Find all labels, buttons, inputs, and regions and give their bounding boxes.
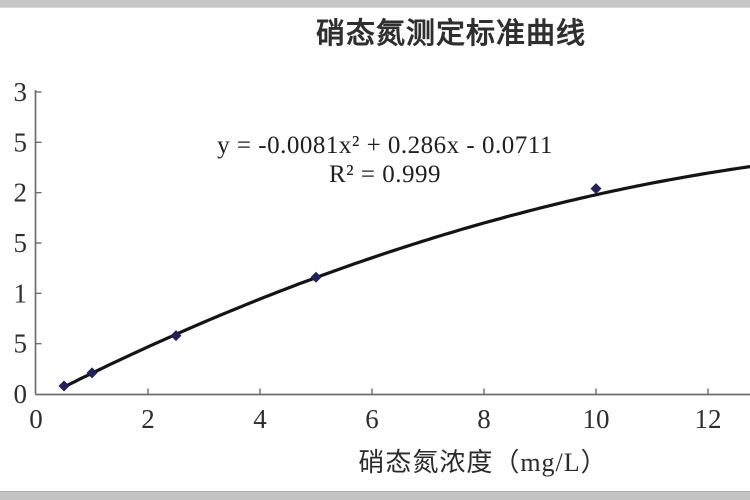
x-tick-labels: 0 2 4 6 8 10 12 (29, 404, 721, 434)
data-point-diamond (590, 183, 602, 195)
y-tick-label: 3 (14, 77, 28, 107)
data-point-diamond (86, 367, 98, 379)
chart-title: 硝态氮测定标准曲线 (316, 16, 586, 50)
x-tick-label: 4 (253, 404, 267, 434)
x-tick-label: 10 (583, 404, 610, 434)
data-point-diamond (58, 380, 70, 392)
trendline-curve (62, 164, 750, 389)
bottom-crop-bar (0, 491, 750, 500)
y-tick-labels: 0 5 1 5 2 5 3 (14, 77, 28, 409)
trendline (62, 164, 750, 389)
data-points (58, 183, 602, 392)
y-tick-label: 5 (14, 127, 28, 157)
y-tick-label: 1 (14, 278, 28, 308)
x-tick-label: 12 (695, 404, 722, 434)
x-tick-label: 0 (29, 404, 43, 434)
data-point-diamond (310, 271, 322, 283)
y-tick-label: 5 (14, 329, 28, 359)
x-tick-label: 6 (365, 404, 379, 434)
data-point-diamond (170, 330, 182, 342)
equation-annotation: y = -0.0081x² + 0.286x - 0.0711 (217, 132, 553, 159)
top-crop-bar (0, 0, 750, 8)
x-axis-label: 硝态氮浓度（mg/L） (358, 448, 607, 477)
axes (34, 90, 750, 396)
y-tick-label: 2 (14, 178, 28, 208)
y-tick-label: 0 (14, 379, 28, 409)
x-tick-label: 8 (477, 404, 491, 434)
x-tick-label: 2 (141, 404, 155, 434)
y-tick-label: 5 (14, 228, 28, 258)
r-squared-annotation: R² = 0.999 (329, 161, 441, 188)
